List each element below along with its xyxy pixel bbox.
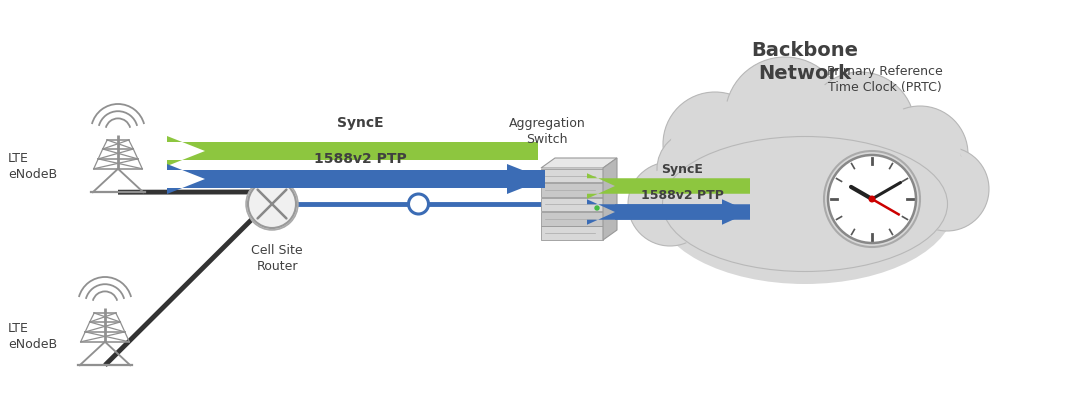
Circle shape: [828, 155, 916, 243]
Circle shape: [734, 66, 836, 168]
Circle shape: [912, 153, 983, 225]
Circle shape: [671, 100, 759, 188]
Circle shape: [805, 72, 915, 182]
Circle shape: [725, 57, 845, 177]
Circle shape: [887, 131, 963, 207]
Ellipse shape: [654, 124, 955, 284]
Circle shape: [872, 106, 968, 202]
Text: Primary Reference
Time Clock (PRTC): Primary Reference Time Clock (PRTC): [827, 65, 943, 94]
Circle shape: [657, 131, 733, 207]
Circle shape: [905, 147, 989, 231]
Circle shape: [248, 180, 296, 228]
Polygon shape: [603, 158, 617, 240]
Text: SyncE: SyncE: [337, 116, 383, 130]
Circle shape: [663, 137, 727, 201]
FancyArrow shape: [588, 173, 750, 199]
Ellipse shape: [662, 134, 947, 274]
Circle shape: [813, 80, 907, 174]
Circle shape: [663, 92, 767, 196]
Circle shape: [627, 162, 712, 246]
Circle shape: [869, 196, 875, 202]
Circle shape: [824, 151, 920, 247]
Circle shape: [805, 72, 915, 182]
Polygon shape: [541, 158, 617, 168]
Circle shape: [408, 194, 429, 214]
FancyArrow shape: [167, 164, 545, 194]
Bar: [541, 226, 603, 240]
FancyArrow shape: [615, 199, 750, 225]
Bar: [541, 212, 603, 225]
Circle shape: [595, 206, 599, 210]
FancyArrow shape: [588, 199, 750, 225]
Circle shape: [725, 57, 845, 177]
Circle shape: [872, 106, 968, 202]
Bar: [541, 198, 603, 211]
FancyArrow shape: [167, 136, 538, 166]
Circle shape: [893, 137, 957, 201]
Bar: [541, 183, 603, 197]
Circle shape: [657, 131, 733, 207]
Text: SyncE: SyncE: [661, 163, 703, 176]
FancyArrow shape: [205, 164, 545, 194]
Text: 1588v2 PTP: 1588v2 PTP: [313, 152, 406, 166]
Text: 1588v2 PTP: 1588v2 PTP: [640, 189, 724, 202]
Text: LTE
eNodeB: LTE eNodeB: [8, 322, 57, 351]
Circle shape: [634, 168, 705, 240]
Text: Aggregation
Switch: Aggregation Switch: [509, 117, 585, 146]
Circle shape: [627, 162, 712, 246]
Bar: [541, 169, 603, 182]
Text: Backbone
Network: Backbone Network: [752, 41, 859, 83]
Circle shape: [887, 131, 963, 207]
Text: Cell Site
Router: Cell Site Router: [252, 244, 302, 273]
Circle shape: [879, 113, 961, 195]
Circle shape: [246, 178, 298, 230]
Circle shape: [905, 147, 989, 231]
Circle shape: [663, 92, 767, 196]
Text: LTE
eNodeB: LTE eNodeB: [8, 152, 57, 181]
